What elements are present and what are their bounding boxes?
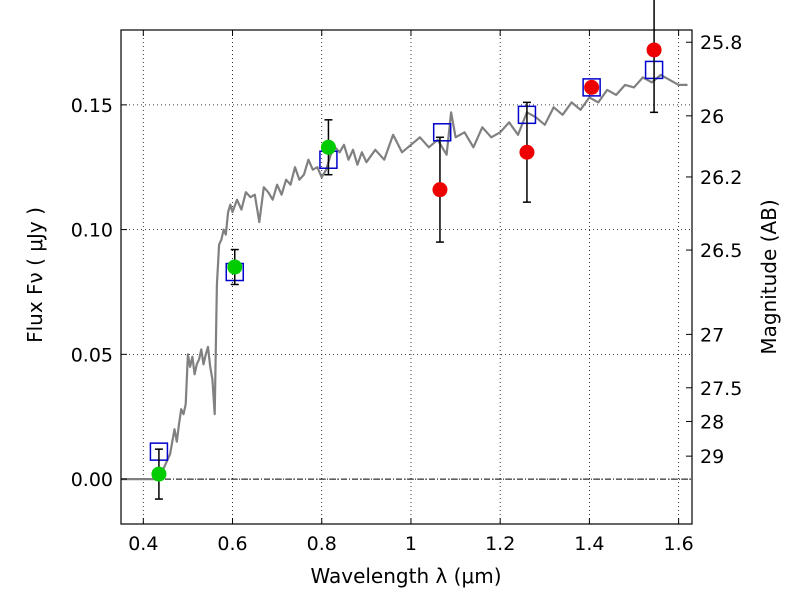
magnitude-tick-label: 28 bbox=[700, 411, 724, 433]
y-axis-title: Flux Fν ( μJy ) bbox=[23, 207, 47, 343]
observed-flux-point bbox=[584, 79, 600, 95]
y-tick-label: 0.00 bbox=[71, 469, 113, 491]
y-tick-label: 0.05 bbox=[71, 344, 113, 366]
magnitude-tick-label: 27.5 bbox=[700, 378, 742, 400]
magnitude-tick-label: 27 bbox=[700, 324, 724, 346]
x-tick-label: 1.2 bbox=[485, 533, 515, 555]
model-spectrum-line bbox=[121, 73, 688, 481]
x-tick-label: 0.4 bbox=[128, 533, 158, 555]
magnitude-tick-label: 29 bbox=[700, 446, 724, 468]
x-axis-title: Wavelength λ (μm) bbox=[310, 564, 501, 588]
x-tick-label: 1.6 bbox=[664, 533, 694, 555]
observed-flux-point bbox=[432, 182, 448, 198]
magnitude-tick-label: 25.8 bbox=[700, 32, 742, 54]
tick-labels: 0.4 0.6 0.8 1 1.2 1.4 1.6 0.00 0.05 0.10 0.15 25.8 2… bbox=[71, 32, 743, 555]
x-tick-label: 0.6 bbox=[217, 533, 247, 555]
y2-axis-title: Magnitude (AB) bbox=[757, 199, 781, 354]
magnitude-tick-label: 26 bbox=[700, 106, 724, 128]
ticks bbox=[121, 30, 692, 524]
x-tick-label: 1 bbox=[405, 533, 417, 555]
model-flux-square bbox=[432, 123, 452, 142]
magnitude-tick-label: 26.5 bbox=[700, 240, 742, 262]
series-layer bbox=[121, 0, 688, 500]
magnitude-tick-label: 26.2 bbox=[700, 167, 742, 189]
observed-flux-point bbox=[151, 466, 167, 482]
observed-flux-point bbox=[320, 139, 336, 155]
observed-flux-point bbox=[519, 144, 535, 160]
observed-flux-point bbox=[646, 42, 662, 58]
model-flux-square bbox=[582, 78, 601, 97]
y-tick-label: 0.15 bbox=[71, 95, 113, 117]
x-tick-label: 0.8 bbox=[307, 533, 337, 555]
y-tick-label: 0.10 bbox=[71, 220, 113, 242]
x-tick-label: 1.4 bbox=[574, 533, 604, 555]
plot-frame bbox=[120, 29, 693, 525]
plot-background bbox=[121, 30, 692, 524]
observed-flux-point bbox=[227, 259, 243, 275]
